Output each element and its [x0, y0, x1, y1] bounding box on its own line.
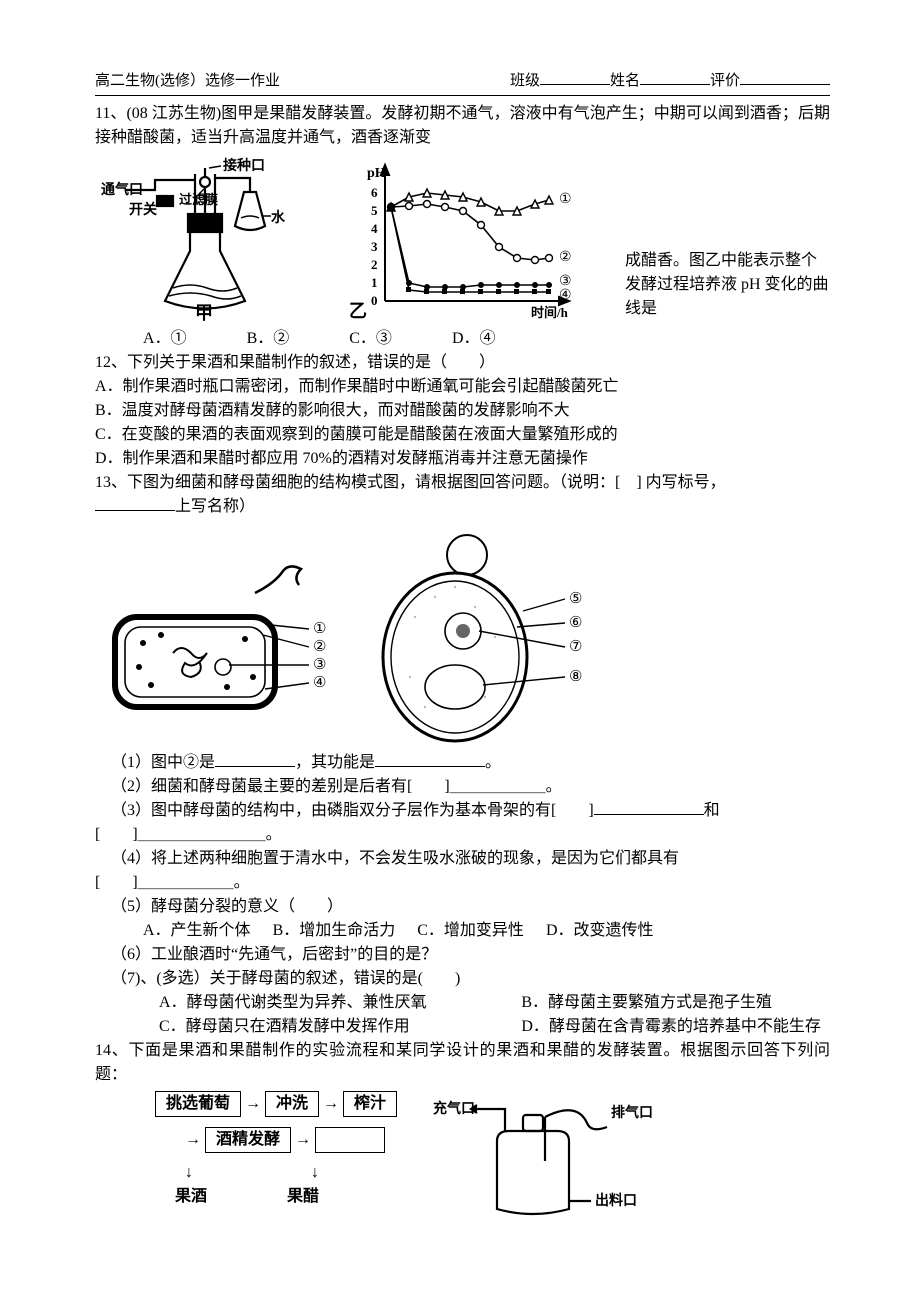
q12-b: B．温度对酵母菌酒精发酵的影响很大，而对醋酸菌的发酵影响不大 [95, 399, 830, 423]
svg-text:①: ① [313, 621, 326, 637]
q11-opt-c: C．③ [349, 327, 392, 351]
label-jiezhong: 接种口 [223, 157, 265, 174]
q11-opt-a: A．① [143, 327, 187, 351]
svg-text:③: ③ [559, 274, 572, 289]
eval-label: 评价 [710, 70, 740, 93]
eval-blank [740, 71, 830, 85]
q14-stem: 下面是果酒和果醋制作的实验流程和某同学设计的果酒和果醋的发酵装置。根据图示回答下… [95, 1042, 830, 1083]
page-header: 高二生物(选修）选修一作业 班级 姓名 评价 [95, 70, 830, 96]
svg-text:0: 0 [371, 293, 378, 308]
q11: 11、(08 江苏生物)图甲是果醋发酵装置。发酵初期不通气，溶液中有气泡产生；中… [95, 102, 830, 150]
q13-number: 13、 [95, 474, 127, 491]
svg-text:pH: pH [367, 166, 386, 181]
svg-text:乙: 乙 [349, 301, 367, 321]
q14-device: 充气口 排气口 出料口 [427, 1091, 657, 1221]
class-blank [540, 71, 610, 85]
name-label: 姓名 [610, 70, 640, 93]
q11-fig-yi: 0 1 2 3 4 5 6 pH 时间/h 乙 [345, 161, 605, 321]
q13-p3: （3）图中酵母菌的结构中，由磷脂双分子层作为基本骨架的有[ ]和 [95, 799, 830, 823]
q13-p3c: [ ]＿＿＿＿＿＿＿＿。 [95, 823, 830, 847]
q11-opt-d: D．④ [452, 327, 496, 351]
svg-text:3: 3 [371, 239, 378, 254]
q13-fig-bacterium: ① ② ③ ④ [95, 557, 345, 747]
q13-p7-row1: A．酵母菌代谢类型为异养、兼性厌氧 B．酵母菌主要繁殖方式是孢子生殖 [95, 991, 830, 1015]
svg-text:④: ④ [559, 288, 572, 303]
svg-text:⑥: ⑥ [569, 615, 582, 631]
svg-text:②: ② [313, 639, 326, 655]
svg-text:①: ① [559, 192, 572, 207]
svg-text:2: 2 [371, 257, 378, 272]
q14-flow: 挑选葡萄 → 冲洗 → 榨汁 → 酒精发酵 → ↓ ↓ 果酒 果醋 [95, 1091, 397, 1209]
svg-text:排气口: 排气口 [611, 1104, 653, 1121]
svg-text:②: ② [559, 250, 572, 265]
label-shui: 水 [271, 209, 286, 226]
q14-row: 挑选葡萄 → 冲洗 → 榨汁 → 酒精发酵 → ↓ ↓ 果酒 果醋 [95, 1091, 830, 1221]
q13-p2: （2）细菌和酵母菌最主要的差别是后者有[ ]＿＿＿＿＿＿。 [95, 775, 830, 799]
header-left: 高二生物(选修）选修一作业 [95, 70, 280, 93]
q13-stem-b: 上写名称） [95, 495, 830, 519]
q12-a: A．制作果酒时瓶口需密闭，而制作果醋时中断通氧可能会引起醋酸菌死亡 [95, 375, 830, 399]
q12-number: 12、 [95, 354, 127, 371]
svg-text:③: ③ [313, 657, 326, 673]
q13-figures: ① ② ③ ④ ⑤ ⑥ ⑦ ⑧ [95, 527, 830, 747]
name-blank [640, 71, 710, 85]
label-kaiguan: 开关 [129, 201, 157, 218]
q13-p6: （6）工业酿酒时“先通气，后密封”的目的是？ [95, 943, 830, 967]
q12: 12、下列关于果酒和果醋制作的叙述，错误的是（ ） [95, 351, 830, 375]
q13-p5: （5）酵母菌分裂的意义（ ） [95, 895, 830, 919]
q11-opt-b: B．② [247, 327, 290, 351]
q11-number: 11、 [95, 105, 126, 122]
svg-text:6: 6 [371, 185, 378, 200]
label-tongqi: 通气口 [101, 181, 143, 198]
q13: 13、下图为细菌和酵母菌细胞的结构模式图，请根据图回答问题。（说明：[ ] 内写… [95, 471, 830, 495]
q13-p7-row2: C．酵母菌只在酒精发酵中发挥作用 D．酵母菌在含青霉素的培养基中不能生存 [95, 1015, 830, 1039]
svg-text:④: ④ [313, 675, 326, 691]
label-jia: 甲 [195, 303, 213, 321]
q13-p4a: （4）将上述两种细胞置于清水中，不会发生吸水涨破的现象，是因为它们都具有 [95, 847, 830, 871]
q11-after-fig: 成醋香。图乙中能表示整个发酵过程培养液 pH 变化的曲线是 [625, 249, 830, 321]
q13-p5-opts: A．产生新个体 B．增加生命活力 C．增加变异性 D．改变遗传性 [95, 919, 830, 943]
svg-text:⑧: ⑧ [569, 669, 582, 685]
q12-c: C．在变酸的果酒的表面观察到的菌膜可能是醋酸菌在液面大量繁殖形成的 [95, 423, 830, 447]
q11-figures: 通气口 接种口 开关 过滤膜 水 甲 0 1 2 3 4 5 6 pH 时间/h [95, 156, 830, 321]
q11-fig-jia: 通气口 接种口 开关 过滤膜 水 甲 [95, 156, 325, 321]
svg-text:⑤: ⑤ [569, 591, 582, 607]
svg-text:5: 5 [371, 203, 378, 218]
q12-stem: 下列关于果酒和果醋制作的叙述，错误的是（ ） [127, 354, 495, 371]
class-label: 班级 [510, 70, 540, 93]
q13-blank-name [95, 497, 175, 511]
q13-p1: （1）图中②是，其功能是。 [95, 751, 830, 775]
svg-text:1: 1 [371, 275, 378, 290]
q13-p7: （7)、(多选）关于酵母菌的叙述，错误的是( ) [95, 967, 830, 991]
q13-fig-yeast: ⑤ ⑥ ⑦ ⑧ [355, 527, 605, 747]
q14: 14、下面是果酒和果醋制作的实验流程和某同学设计的果酒和果醋的发酵装置。根据图示… [95, 1039, 830, 1087]
svg-text:4: 4 [371, 221, 378, 236]
q13-p4b: [ ]＿＿＿＿＿＿。 [95, 871, 830, 895]
q13-stem-a: 下图为细菌和酵母菌细胞的结构模式图，请根据图回答问题。（说明：[ ] 内写标号， [127, 474, 726, 491]
q11-source: (08 江苏生物) [126, 105, 221, 122]
q14-number: 14、 [95, 1042, 128, 1059]
svg-text:出料口: 出料口 [595, 1192, 637, 1209]
q12-d: D．制作果酒和果醋时都应用 70%的酒精对发酵瓶消毒并注意无菌操作 [95, 447, 830, 471]
svg-text:充气口: 充气口 [433, 1100, 475, 1117]
q11-options: A．① B．② C．③ D．④ [95, 327, 830, 351]
svg-text:时间/h: 时间/h [531, 305, 569, 320]
svg-text:⑦: ⑦ [569, 639, 582, 655]
